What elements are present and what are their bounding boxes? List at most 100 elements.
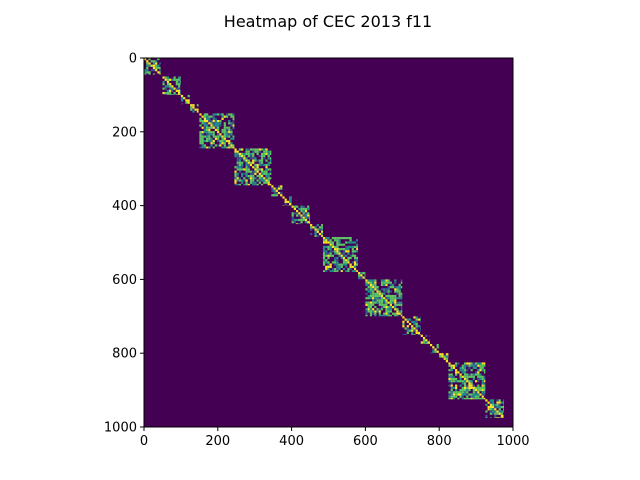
heatmap-cell <box>474 386 478 389</box>
heatmap-cell <box>269 161 272 164</box>
heatmap-cell <box>289 196 292 199</box>
heatmap-cell <box>157 66 160 70</box>
heatmap-cell <box>342 256 346 260</box>
heatmap-cell <box>194 108 197 111</box>
heatmap-cell <box>351 261 354 264</box>
heatmap-cell <box>169 89 172 92</box>
heatmap-cell <box>477 397 480 400</box>
heatmap-cell <box>394 314 397 317</box>
heatmap-cell <box>334 245 337 249</box>
heatmap-cell <box>157 58 160 61</box>
heatmap-cell <box>300 210 303 213</box>
heatmap-cell <box>391 312 395 315</box>
heatmap-cell <box>159 71 161 74</box>
heatmap-cell <box>385 312 388 315</box>
heatmap-cell <box>205 146 209 149</box>
heatmap-cell <box>468 386 471 389</box>
heatmap-cell <box>468 375 471 378</box>
heatmap-cell <box>334 259 337 262</box>
heatmap-cell <box>455 391 458 394</box>
heatmap-block-16 <box>429 343 440 354</box>
heatmap-cell <box>230 113 233 116</box>
heatmap-cell <box>322 261 326 264</box>
heatmap-cell <box>455 373 458 376</box>
heatmap-cell <box>345 270 348 273</box>
heatmap-cell <box>415 327 418 330</box>
heatmap-cell <box>358 276 361 279</box>
heatmap-cell <box>267 174 270 178</box>
heatmap-cell <box>152 62 156 65</box>
heatmap-cell <box>372 310 375 313</box>
heatmap-cell <box>432 350 435 353</box>
heatmap-cell <box>441 353 444 356</box>
heatmap-cell <box>494 412 497 415</box>
heatmap-cell <box>347 252 350 255</box>
heatmap-cell <box>258 174 261 178</box>
heatmap-cell <box>353 245 357 249</box>
heatmap-cell <box>273 194 276 197</box>
heatmap-cell <box>369 292 373 295</box>
heatmap-cell <box>234 148 237 151</box>
heatmap-cell <box>391 283 395 287</box>
heatmap-cell <box>234 170 237 173</box>
heatmap-cell <box>461 380 464 383</box>
y-tick-label: 200 <box>112 125 137 140</box>
heatmap-cell <box>356 270 359 273</box>
heatmap-cell <box>340 248 343 251</box>
heatmap-cell <box>503 408 504 411</box>
heatmap-cell <box>479 369 482 372</box>
heatmap-cell <box>411 329 414 332</box>
heatmap-cell <box>345 241 348 244</box>
heatmap-cell <box>267 183 270 186</box>
heatmap-cell <box>241 179 244 182</box>
heatmap-cell <box>289 203 292 206</box>
heatmap-cell <box>342 267 346 271</box>
heatmap-cell <box>177 83 181 86</box>
heatmap-cell <box>252 150 255 153</box>
heatmap-cell <box>245 172 248 175</box>
heatmap-cell <box>455 371 458 374</box>
heatmap-cell <box>432 348 435 351</box>
heatmap-cell <box>190 106 193 109</box>
heatmap-cell <box>353 241 357 244</box>
heatmap-cell <box>479 375 482 378</box>
heatmap-cell <box>260 152 264 156</box>
heatmap-cell <box>369 283 373 287</box>
heatmap-cell <box>338 265 341 268</box>
heatmap-cell <box>342 243 346 246</box>
heatmap-cell <box>406 329 409 332</box>
heatmap-cell <box>367 286 370 289</box>
heatmap-cell <box>329 248 332 251</box>
heatmap-cell <box>173 87 176 90</box>
heatmap-cell <box>171 87 174 90</box>
heatmap-cell <box>420 316 421 319</box>
heatmap-cell <box>205 115 209 118</box>
heatmap-cell <box>236 159 239 162</box>
heatmap-cell <box>479 397 482 400</box>
heatmap-block-3 <box>180 94 191 105</box>
heatmap-cell <box>349 263 352 266</box>
heatmap-cell <box>459 393 462 396</box>
heatmap-cell <box>496 401 499 404</box>
heatmap-cell <box>383 297 386 300</box>
heatmap-cell <box>365 288 368 291</box>
heatmap-cell <box>271 185 274 188</box>
heatmap-cell <box>187 94 190 98</box>
heatmap-cell <box>336 243 339 246</box>
heatmap-cell <box>398 283 401 287</box>
heatmap-cell <box>228 142 231 145</box>
heatmap-cell <box>455 393 458 396</box>
heatmap-cell <box>205 124 209 127</box>
heatmap-cell <box>269 170 272 173</box>
heatmap-cell <box>347 256 350 260</box>
heatmap-cell <box>369 294 373 298</box>
heatmap-cell <box>364 278 366 280</box>
heatmap-cell <box>208 133 211 136</box>
heatmap-cell <box>329 245 332 249</box>
heatmap-cell <box>256 152 259 156</box>
heatmap-cell <box>420 341 423 344</box>
heatmap-cell <box>360 278 363 280</box>
heatmap-cell <box>219 133 222 136</box>
heatmap-cell <box>298 214 301 217</box>
heatmap-cell <box>212 119 215 123</box>
